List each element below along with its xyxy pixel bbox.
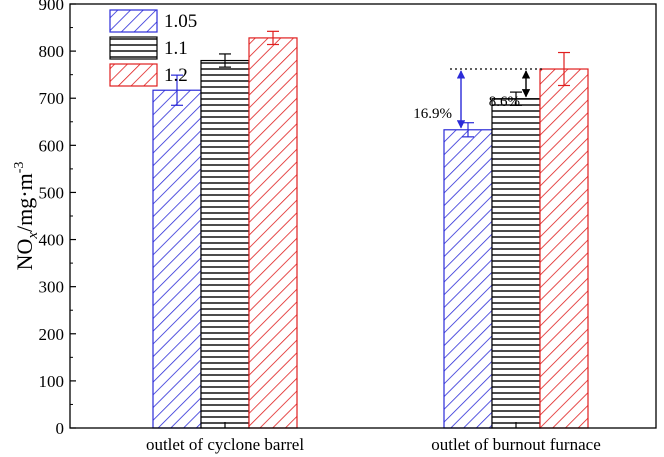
error-bar-1.1-cat0 bbox=[219, 53, 231, 68]
annotation-label: 16.9% bbox=[413, 106, 452, 122]
annotations-layer: 16.9% 8.6% bbox=[413, 68, 545, 129]
y-tick-label: 0 bbox=[56, 419, 65, 438]
legend-label: 1.05 bbox=[164, 11, 197, 32]
annotation-0: 16.9% bbox=[413, 70, 466, 129]
x-tick-label: outlet of cyclone barrel bbox=[146, 435, 304, 454]
legend-swatch bbox=[109, 36, 158, 60]
annotation-1: 8.6% bbox=[489, 70, 531, 110]
bar-1.2-cat0 bbox=[248, 37, 298, 429]
axes-layer: 0 100 200 300 400 500 600 700 800 900 outlet of cy… bbox=[39, 0, 657, 454]
y-tick-label: 400 bbox=[39, 231, 65, 250]
legend-swatch bbox=[109, 63, 158, 87]
annotation-label: 8.6% bbox=[489, 94, 520, 110]
bars-layer bbox=[152, 37, 589, 429]
legend: 1.05 1.1 1.2 bbox=[109, 9, 197, 87]
y-tick-label: 800 bbox=[39, 42, 65, 61]
legend-label: 1.2 bbox=[164, 65, 188, 86]
y-tick-label: 600 bbox=[39, 136, 65, 155]
error-bar-1.2-cat1 bbox=[558, 51, 570, 87]
error-bar-1.05-cat0 bbox=[171, 74, 183, 106]
y-axis-label: NOx/mg·m-3 bbox=[12, 162, 41, 271]
y-tick-label: 500 bbox=[39, 183, 65, 202]
bar-1.1-cat0 bbox=[200, 59, 250, 429]
y-tick-label: 200 bbox=[39, 325, 65, 344]
bar-1.2-cat1 bbox=[539, 68, 589, 429]
y-tick-label: 100 bbox=[39, 372, 65, 391]
bar-1.05-cat0 bbox=[152, 89, 202, 429]
y-tick-label: 900 bbox=[39, 0, 65, 14]
legend-swatch bbox=[109, 9, 158, 33]
y-axis-title: NOx/mg·m-3 bbox=[12, 162, 41, 271]
y-tick-label: 300 bbox=[39, 278, 65, 297]
x-tick-label: outlet of burnout furnace bbox=[431, 435, 600, 454]
bar-1.05-cat1 bbox=[443, 129, 493, 429]
y-tick-label: 700 bbox=[39, 89, 65, 108]
error-bar-1.1-cat1 bbox=[510, 91, 522, 106]
error-bar-1.2-cat0 bbox=[267, 30, 279, 46]
bar-1.1-cat1 bbox=[491, 98, 541, 429]
legend-item-1.2: 1.2 bbox=[109, 63, 188, 87]
legend-item-1.05: 1.05 bbox=[109, 9, 197, 33]
legend-item-1.1: 1.1 bbox=[109, 36, 188, 60]
legend-label: 1.1 bbox=[164, 38, 188, 59]
